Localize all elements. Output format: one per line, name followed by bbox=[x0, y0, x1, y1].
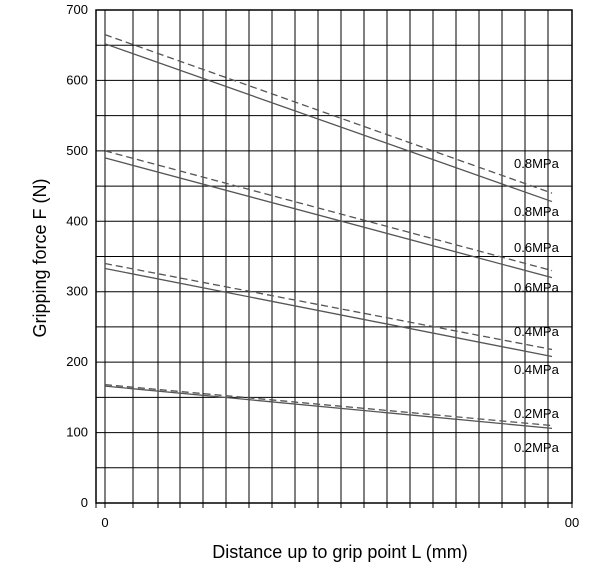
x-axis-title: Distance up to grip point L (mm) bbox=[212, 542, 467, 562]
series-label-2: 0.6MPa bbox=[514, 240, 560, 255]
y-tick-labels: 0 100 200 300 400 500 600 700 bbox=[66, 2, 88, 510]
series-label-4: 0.4MPa bbox=[514, 324, 560, 339]
series-line-1-solid bbox=[104, 43, 553, 203]
x-tick-label-0: 0 bbox=[101, 515, 108, 530]
y-tick-label-200: 200 bbox=[66, 354, 88, 369]
y-tick-label-700: 700 bbox=[66, 2, 88, 17]
series-label-7: 0.2MPa bbox=[514, 440, 560, 455]
series-label-5: 0.4MPa bbox=[514, 362, 560, 377]
series-label-1: 0.8MPa bbox=[514, 204, 560, 219]
series-line-3-solid bbox=[104, 157, 553, 279]
y-tick-label-600: 600 bbox=[66, 72, 88, 87]
y-tick-label-100: 100 bbox=[66, 425, 88, 440]
series-line-0-dashed bbox=[104, 34, 553, 194]
series-labels: 0.8MPa 0.8MPa 0.6MPa 0.6MPa 0.4MPa 0.4MPa 0.2M… bbox=[514, 156, 560, 455]
x-tick-label-1: 00 bbox=[565, 515, 579, 530]
y-tick-label-300: 300 bbox=[66, 284, 88, 299]
y-tick-label-0: 0 bbox=[81, 495, 88, 510]
x-tick-labels: 0 00 bbox=[101, 515, 579, 530]
plot-border bbox=[95, 9, 573, 504]
series-label-0: 0.8MPa bbox=[514, 156, 560, 171]
y-tick-label-500: 500 bbox=[66, 143, 88, 158]
series-line-5-solid bbox=[104, 267, 553, 358]
series-label-6: 0.2MPa bbox=[514, 406, 560, 421]
series-line-7-solid bbox=[104, 385, 553, 429]
series-lines bbox=[104, 34, 553, 429]
series-line-4-dashed bbox=[104, 262, 553, 351]
y-axis-title: Gripping force F (N) bbox=[30, 178, 50, 337]
plot-frame bbox=[95, 9, 573, 508]
series-label-3: 0.6MPa bbox=[514, 280, 560, 295]
series-line-6-dashed bbox=[104, 384, 553, 427]
y-tick-label-400: 400 bbox=[66, 213, 88, 228]
series-line-2-dashed bbox=[104, 150, 553, 272]
